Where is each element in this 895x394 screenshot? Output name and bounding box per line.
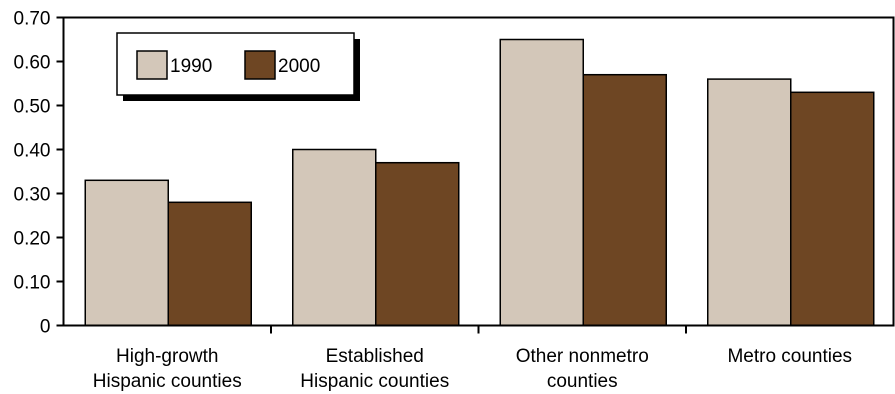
x-category-label: High-growth	[116, 346, 218, 367]
legend-swatch-1990	[136, 50, 168, 80]
bar-2000-3	[790, 91, 875, 327]
x-category-label: counties	[547, 371, 618, 392]
x-category-label: Hispanic counties	[93, 371, 242, 392]
x-category-label: Other nonmetro	[516, 346, 649, 367]
y-tick-label: 0.10	[14, 273, 51, 294]
bar-1990-2	[499, 38, 584, 327]
legend-label-1990: 1990	[170, 56, 212, 77]
bar-1990-3	[707, 78, 792, 327]
y-tick-label: 0.70	[14, 9, 51, 30]
y-axis-ticks: 0 0.10 0.20 0.30 0.40 0.50 0.60 0.70	[14, 9, 64, 338]
bar-1990-1	[292, 148, 377, 327]
plot-frame	[62, 16, 895, 327]
bar-1990-0	[84, 179, 169, 327]
y-tick-label: 0.50	[14, 97, 51, 118]
x-category-label: Established	[326, 346, 424, 367]
x-axis-category-labels: High-growth Hispanic counties Established H…	[93, 346, 852, 392]
y-tick-label: 0.40	[14, 141, 51, 162]
legend: 1990 2000	[116, 32, 360, 101]
bar-2000-1	[375, 161, 460, 327]
y-tick-label: 0	[40, 317, 51, 338]
y-tick-label: 0.20	[14, 229, 51, 250]
bars	[84, 38, 875, 334]
bar-2000-0	[167, 201, 252, 327]
bar-2000-2	[582, 73, 667, 327]
y-tick-label: 0.30	[14, 185, 51, 206]
x-category-label: Hispanic counties	[300, 371, 449, 392]
legend-label-2000: 2000	[278, 56, 320, 77]
x-category-label: Metro counties	[727, 346, 852, 367]
legend-swatch-2000	[244, 50, 276, 80]
y-tick-label: 0.60	[14, 53, 51, 74]
